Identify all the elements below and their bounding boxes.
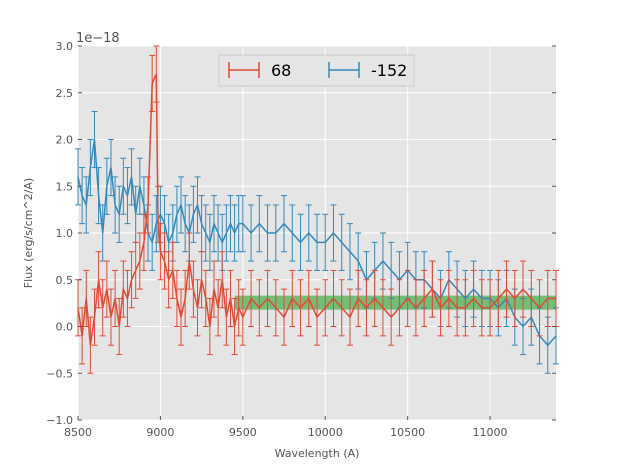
- x-tick-label: 10500: [390, 426, 425, 439]
- y-tick-label: 1.5: [56, 180, 74, 193]
- y-tick-labels: −1.0 −0.5 0.0 0.5 1.0 1.5 2.0 2.5 3.0: [46, 40, 556, 427]
- x-tick-label: 9500: [229, 426, 257, 439]
- legend: 68 -152: [218, 54, 415, 87]
- y-tick-label: 2.5: [56, 87, 74, 100]
- legend-label-152: -152: [371, 61, 407, 80]
- y-tick-label: −0.5: [46, 367, 73, 380]
- y-axis-label: Flux (erg/s/cm^2/A): [22, 178, 35, 288]
- series-0: [75, 45, 559, 374]
- series-group: [75, 45, 559, 374]
- y-tick-label: 1.0: [56, 227, 74, 240]
- x-tick-label: 11000: [473, 426, 508, 439]
- x-tick-label: 10000: [308, 426, 343, 439]
- y-tick-label: −1.0: [46, 414, 73, 427]
- x-tick-labels: 8500 9000 9500 10000 10500 11000: [64, 416, 508, 439]
- x-tick-label: 9000: [146, 426, 174, 439]
- y-tick-label: 3.0: [56, 40, 74, 53]
- highlight-band: [234, 295, 556, 310]
- highlight-band-rect: [234, 295, 556, 310]
- y-tick-label: 2.0: [56, 134, 74, 147]
- legend-marker-152: [328, 62, 360, 78]
- legend-marker-68: [228, 62, 260, 78]
- y-tick-label: 0.5: [56, 274, 74, 287]
- legend-label-68: 68: [271, 61, 291, 80]
- x-axis-label: Wavelength (A): [275, 447, 360, 460]
- y-tick-label: 0.0: [56, 321, 74, 334]
- y-offset-label: 1e−18: [76, 31, 120, 46]
- x-tick-label: 8500: [64, 426, 92, 439]
- series-line: [77, 73, 556, 346]
